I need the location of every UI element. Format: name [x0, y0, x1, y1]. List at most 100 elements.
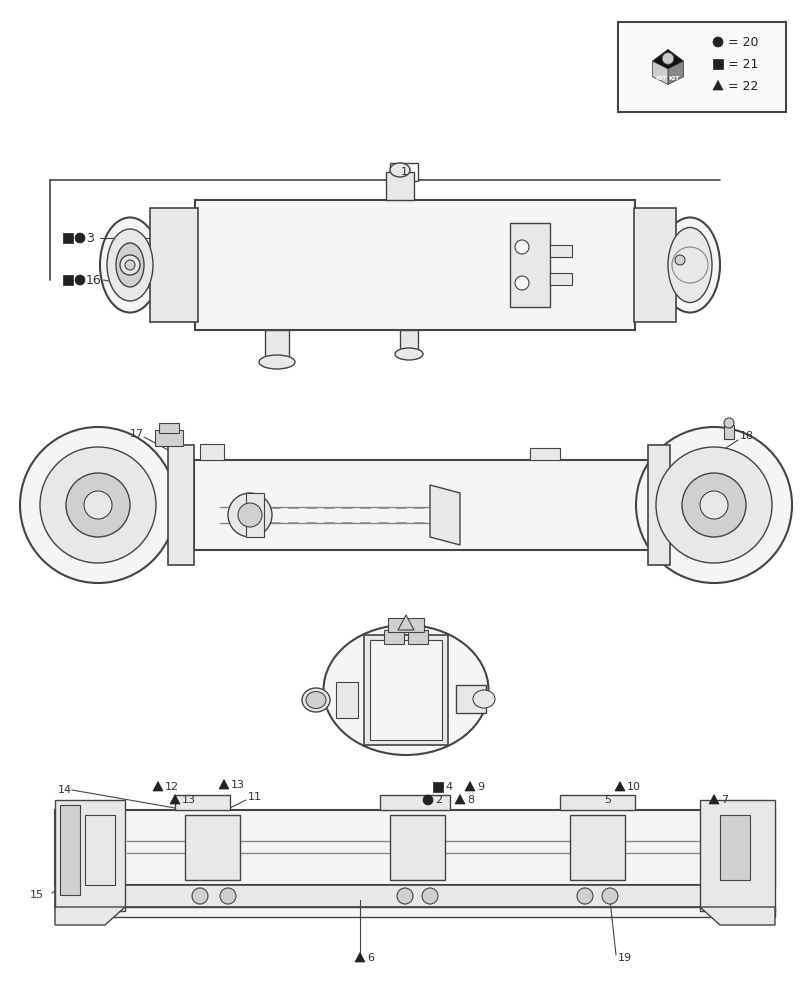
Text: 13: 13 — [182, 795, 195, 805]
Bar — [246, 493, 264, 537]
Ellipse shape — [306, 692, 325, 708]
Circle shape — [397, 888, 413, 904]
Ellipse shape — [116, 243, 144, 287]
Bar — [60, 805, 80, 895]
Bar — [55, 810, 774, 885]
Bar — [168, 445, 194, 565]
Text: = 22: = 22 — [727, 80, 757, 93]
Circle shape — [20, 427, 176, 583]
Bar — [55, 907, 774, 917]
Bar — [194, 460, 655, 550]
Text: = 21: = 21 — [727, 57, 757, 70]
Polygon shape — [397, 615, 414, 630]
Polygon shape — [175, 795, 230, 810]
Text: 11: 11 — [247, 792, 262, 802]
Bar — [389, 163, 418, 181]
Bar — [85, 815, 115, 885]
Ellipse shape — [394, 348, 423, 360]
Ellipse shape — [473, 690, 495, 708]
Bar — [712, 59, 722, 69]
Text: 3: 3 — [86, 232, 94, 244]
Text: 18: 18 — [739, 431, 753, 441]
Circle shape — [66, 473, 130, 537]
Text: KIT: KIT — [668, 76, 680, 81]
Ellipse shape — [302, 688, 329, 712]
Bar — [617, 22, 785, 112]
Circle shape — [674, 255, 684, 265]
Bar — [55, 885, 774, 907]
Bar — [723, 425, 733, 439]
Circle shape — [655, 447, 771, 563]
Bar — [200, 444, 224, 460]
Polygon shape — [454, 794, 465, 804]
Text: 10: 10 — [626, 782, 640, 792]
Circle shape — [228, 493, 272, 537]
Bar — [400, 330, 418, 352]
Ellipse shape — [659, 218, 719, 312]
Bar — [385, 172, 414, 200]
Text: 17: 17 — [130, 429, 144, 439]
Bar — [159, 423, 178, 433]
Polygon shape — [712, 81, 722, 90]
Circle shape — [40, 447, 156, 563]
Bar — [389, 815, 444, 880]
Bar — [63, 275, 73, 285]
Polygon shape — [560, 795, 634, 810]
Bar — [456, 685, 486, 713]
Bar — [509, 223, 549, 307]
Circle shape — [120, 255, 139, 275]
Bar — [63, 233, 73, 243]
Bar — [195, 200, 634, 330]
Text: 8: 8 — [466, 795, 474, 805]
Polygon shape — [667, 61, 683, 85]
Circle shape — [577, 888, 592, 904]
Circle shape — [635, 427, 791, 583]
Circle shape — [75, 233, 85, 243]
Bar — [370, 640, 441, 740]
Text: = 20: = 20 — [727, 35, 757, 48]
Bar — [407, 630, 427, 644]
Polygon shape — [708, 794, 718, 804]
Text: 5: 5 — [603, 795, 610, 805]
Bar — [669, 480, 679, 530]
Circle shape — [125, 260, 135, 270]
Polygon shape — [614, 782, 624, 791]
Ellipse shape — [389, 163, 410, 177]
Bar — [336, 682, 358, 718]
Ellipse shape — [107, 229, 152, 301]
Bar — [549, 273, 571, 285]
Bar — [549, 245, 571, 257]
Text: 15: 15 — [30, 890, 44, 900]
Circle shape — [422, 888, 437, 904]
Circle shape — [238, 503, 262, 527]
Bar — [150, 208, 198, 322]
Text: 7: 7 — [720, 795, 727, 805]
Ellipse shape — [259, 355, 294, 369]
Circle shape — [601, 888, 617, 904]
Polygon shape — [354, 952, 365, 962]
Bar — [155, 430, 182, 446]
Polygon shape — [651, 61, 667, 85]
Circle shape — [514, 276, 528, 290]
Text: 9: 9 — [476, 782, 483, 792]
Ellipse shape — [323, 625, 488, 755]
Polygon shape — [465, 782, 474, 791]
Polygon shape — [699, 907, 774, 925]
Circle shape — [699, 491, 727, 519]
Bar — [363, 635, 448, 745]
Circle shape — [423, 795, 432, 805]
Polygon shape — [219, 780, 229, 789]
Circle shape — [220, 888, 236, 904]
Text: 19: 19 — [617, 953, 631, 963]
Bar — [719, 815, 749, 880]
Polygon shape — [430, 485, 460, 545]
Text: 6: 6 — [367, 953, 374, 963]
Circle shape — [75, 275, 85, 285]
Bar — [647, 445, 669, 565]
Circle shape — [723, 418, 733, 428]
Circle shape — [84, 491, 112, 519]
Bar — [569, 815, 624, 880]
Polygon shape — [380, 795, 449, 810]
Text: 12: 12 — [165, 782, 179, 792]
Text: 14: 14 — [58, 785, 72, 795]
